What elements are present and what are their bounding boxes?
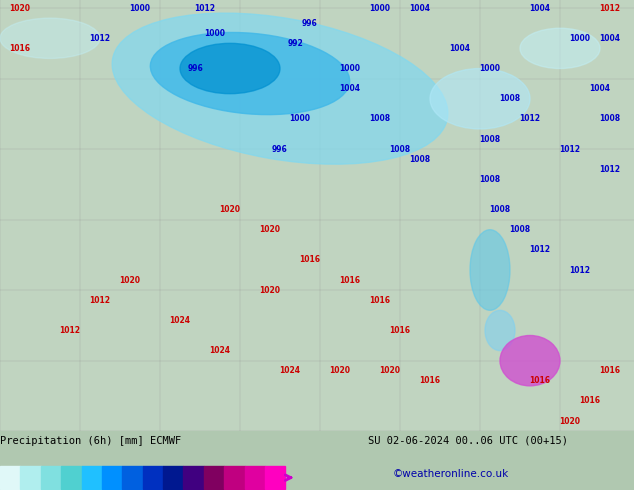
Text: 1008: 1008 bbox=[489, 205, 510, 214]
Text: 1012: 1012 bbox=[89, 34, 110, 43]
Text: 1008: 1008 bbox=[410, 155, 430, 164]
Text: 1020: 1020 bbox=[10, 3, 30, 13]
Bar bbox=[143, 466, 163, 489]
Bar bbox=[265, 466, 285, 489]
Bar bbox=[245, 466, 265, 489]
Text: 1008: 1008 bbox=[370, 114, 391, 123]
Text: 1000: 1000 bbox=[129, 3, 150, 13]
Text: 1020: 1020 bbox=[259, 225, 280, 234]
Text: 1000: 1000 bbox=[339, 64, 361, 73]
Text: 1016: 1016 bbox=[370, 296, 391, 305]
Text: 1000: 1000 bbox=[370, 3, 391, 13]
Text: 996: 996 bbox=[187, 64, 203, 73]
Ellipse shape bbox=[500, 336, 560, 386]
Text: 1004: 1004 bbox=[529, 3, 550, 13]
Bar bbox=[41, 466, 61, 489]
Text: 1012: 1012 bbox=[195, 3, 216, 13]
Text: 1016: 1016 bbox=[339, 275, 361, 285]
Bar bbox=[20, 466, 41, 489]
Text: 1016: 1016 bbox=[299, 255, 321, 265]
Bar bbox=[0, 466, 20, 489]
Text: ©weatheronline.co.uk: ©weatheronline.co.uk bbox=[393, 469, 509, 479]
Bar bbox=[61, 466, 82, 489]
Text: 1020: 1020 bbox=[559, 416, 581, 426]
Text: 1012: 1012 bbox=[89, 296, 110, 305]
Ellipse shape bbox=[150, 32, 350, 115]
Ellipse shape bbox=[470, 230, 510, 310]
Bar bbox=[82, 466, 102, 489]
Text: 1012: 1012 bbox=[519, 114, 541, 123]
Text: 1024: 1024 bbox=[209, 346, 231, 355]
Text: 1016: 1016 bbox=[600, 366, 621, 375]
Ellipse shape bbox=[430, 69, 530, 129]
Ellipse shape bbox=[112, 13, 448, 164]
Text: 1016: 1016 bbox=[420, 376, 441, 385]
Text: 1020: 1020 bbox=[259, 286, 280, 294]
Text: 1020: 1020 bbox=[330, 366, 351, 375]
Text: 1008: 1008 bbox=[479, 175, 501, 184]
Ellipse shape bbox=[0, 18, 100, 58]
Text: 1008: 1008 bbox=[599, 114, 621, 123]
Text: 1012: 1012 bbox=[529, 245, 550, 254]
Text: 1016: 1016 bbox=[529, 376, 550, 385]
Text: SU 02-06-2024 00..06 UTC (00+15): SU 02-06-2024 00..06 UTC (00+15) bbox=[368, 436, 567, 446]
Text: 1004: 1004 bbox=[410, 3, 430, 13]
Text: 1012: 1012 bbox=[600, 165, 621, 174]
Text: 1004: 1004 bbox=[339, 84, 361, 93]
Bar bbox=[102, 466, 122, 489]
Text: Precipitation (6h) [mm] ECMWF: Precipitation (6h) [mm] ECMWF bbox=[0, 436, 181, 446]
Text: 1016: 1016 bbox=[579, 396, 600, 406]
Text: 992: 992 bbox=[287, 39, 303, 48]
Text: 1012: 1012 bbox=[569, 266, 590, 274]
Text: 996: 996 bbox=[272, 145, 288, 153]
Text: 1020: 1020 bbox=[219, 205, 240, 214]
Text: 1020: 1020 bbox=[119, 275, 141, 285]
Ellipse shape bbox=[180, 43, 280, 94]
Text: 1024: 1024 bbox=[169, 316, 190, 325]
Ellipse shape bbox=[520, 28, 600, 69]
Bar bbox=[204, 466, 224, 489]
Text: 1000: 1000 bbox=[569, 34, 590, 43]
Bar bbox=[122, 466, 143, 489]
Text: 1000: 1000 bbox=[479, 64, 500, 73]
Text: 1000: 1000 bbox=[290, 114, 311, 123]
Text: 1012: 1012 bbox=[600, 3, 621, 13]
Text: 1008: 1008 bbox=[510, 225, 531, 234]
Text: 1004: 1004 bbox=[600, 34, 621, 43]
Text: 1004: 1004 bbox=[590, 84, 611, 93]
Bar bbox=[224, 466, 245, 489]
Ellipse shape bbox=[485, 310, 515, 351]
Text: 1004: 1004 bbox=[450, 44, 470, 53]
Bar bbox=[163, 466, 183, 489]
Text: 1016: 1016 bbox=[389, 326, 410, 335]
Text: 1008: 1008 bbox=[500, 94, 521, 103]
Text: 1016: 1016 bbox=[10, 44, 30, 53]
Text: 1008: 1008 bbox=[389, 145, 411, 153]
Text: 1020: 1020 bbox=[380, 366, 401, 375]
Bar bbox=[183, 466, 204, 489]
Text: 1012: 1012 bbox=[559, 145, 581, 153]
Text: 1024: 1024 bbox=[280, 366, 301, 375]
Text: 996: 996 bbox=[302, 19, 318, 27]
Text: 1008: 1008 bbox=[479, 135, 501, 144]
Text: 1012: 1012 bbox=[60, 326, 81, 335]
Text: 1000: 1000 bbox=[205, 29, 226, 38]
